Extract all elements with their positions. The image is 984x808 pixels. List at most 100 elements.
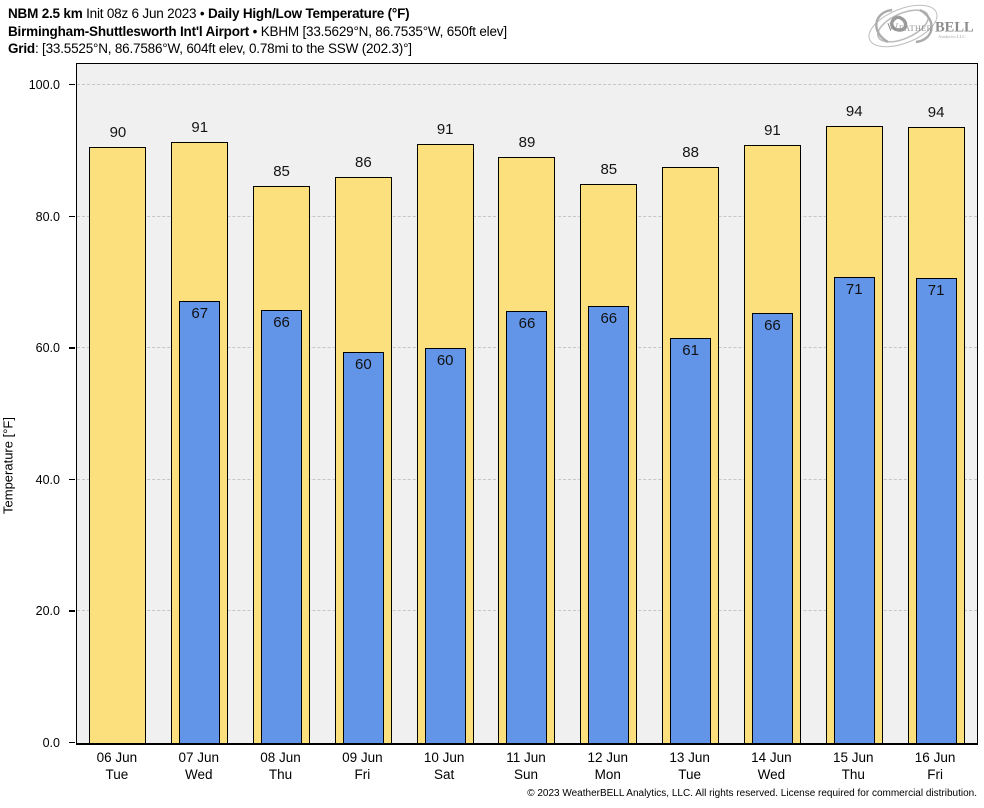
high-temp-value: 85	[600, 160, 618, 178]
x-tick-date: 12 Jun	[587, 750, 629, 765]
high-temp-value: 86	[355, 153, 372, 171]
y-tick-mark	[69, 215, 75, 218]
low-temp-value: 61	[682, 341, 699, 359]
x-tick-date: 09 Jun	[342, 750, 383, 765]
header-line-3: Grid: [33.5525°N, 86.7586°W, 604ft elev,…	[8, 40, 507, 58]
bar-group: 91 60	[404, 64, 486, 743]
high-temp-value: 91	[764, 121, 781, 139]
x-tick-day: Sat	[434, 767, 455, 782]
logo-text-weather: Weather	[887, 20, 933, 34]
low-temp-bar: 60	[342, 351, 384, 743]
station-name: Birmingham-Shuttlesworth Int'l Airport	[8, 23, 250, 39]
x-tick-label: 13 Jun Tue	[649, 749, 731, 783]
header-line-1: NBM 2.5 km Init 08z 6 Jun 2023 • Daily H…	[8, 5, 507, 23]
x-tick-day: Tue	[105, 767, 129, 782]
y-tick-mark	[69, 742, 75, 744]
high-temp-value: 88	[682, 143, 699, 161]
low-temp-value: 66	[518, 314, 536, 332]
bar-group: 91 66	[732, 64, 814, 743]
high-temp-value: 91	[436, 120, 454, 138]
copyright-notice: © 2023 WeatherBELL Analytics, LLC. All r…	[527, 788, 977, 799]
high-temp-value: 85	[273, 163, 290, 181]
x-tick-date: 10 Jun	[423, 750, 465, 765]
low-temp-bar: 61	[670, 337, 712, 743]
x-tick-date: 16 Jun	[914, 750, 956, 765]
weatherbell-logo: Weather BELL Analytics LLC	[868, 4, 974, 48]
logo-text-analytics: Analytics LLC	[938, 34, 965, 39]
plot-area: 90 91 67 85 66 86 60 91 60 89 66 85 66 88 61 91 66 94 71 94…	[76, 63, 978, 745]
x-tick-date: 08 Jun	[260, 750, 301, 765]
model-name: NBM 2.5 km	[8, 6, 83, 21]
low-temp-bar: 71	[915, 277, 957, 743]
y-tick-label: 80.0	[35, 209, 60, 224]
x-tick-day: Thu	[841, 767, 865, 782]
low-temp-value: 66	[273, 314, 290, 332]
y-tick-label: 20.0	[35, 604, 60, 619]
x-tick-date: 07 Jun	[178, 750, 219, 765]
x-tick-label: 14 Jun Wed	[731, 749, 813, 783]
x-tick-date: 11 Jun	[506, 750, 546, 765]
product-title: Daily High/Low Temperature (°F)	[208, 6, 410, 21]
x-tick-label: 10 Jun Sat	[403, 749, 485, 783]
x-tick-day: Mon	[594, 767, 621, 782]
low-temp-bar: 66	[506, 310, 548, 743]
y-tick-label: 60.0	[35, 341, 60, 356]
init-time: Init 08z 6 Jun 2023 •	[82, 6, 208, 21]
high-temp-value: 94	[927, 104, 945, 122]
low-temp-value: 60	[436, 351, 454, 369]
x-tick-day: Sun	[513, 767, 538, 782]
y-tick-label: 0.0	[42, 736, 60, 750]
low-temp-bar: 71	[833, 277, 875, 743]
x-tick-day: Wed	[184, 767, 213, 782]
bar-group: 85 66	[568, 64, 650, 743]
logo-text-bell: BELL	[935, 20, 974, 36]
low-temp-value: 71	[845, 281, 863, 299]
x-tick-label: 06 Jun Tue	[76, 749, 158, 783]
gridline	[77, 84, 977, 86]
bar-group: 94 71	[813, 64, 895, 743]
low-temp-value: 66	[600, 310, 618, 328]
x-tick-date: 15 Jun	[832, 750, 874, 765]
y-tick-label: 40.0	[35, 472, 60, 487]
grid-coords: : [33.5525°N, 86.7586°W, 604ft elev, 0.7…	[34, 41, 412, 56]
y-axis-title: Temperature [°F]	[0, 417, 16, 514]
x-tick-day: Wed	[757, 767, 786, 782]
low-temp-value: 66	[764, 316, 781, 334]
hurricane-swirl-icon	[868, 4, 938, 48]
low-temp-value: 67	[191, 304, 209, 322]
low-temp-value: 60	[355, 355, 372, 373]
bar-group: 88 61	[650, 64, 732, 743]
station-coords: • KBHM [33.5629°N, 86.7535°W, 650ft elev…	[249, 23, 507, 39]
x-tick-label: 08 Jun Thu	[240, 749, 322, 783]
low-temp-bar: 67	[179, 300, 221, 743]
high-temp-value: 90	[109, 123, 127, 141]
x-tick-label: 15 Jun Thu	[812, 749, 894, 783]
y-tick-mark	[69, 84, 75, 86]
low-temp-bar: 66	[588, 306, 630, 743]
low-temp-bar: 66	[751, 312, 793, 743]
y-tick-mark	[69, 347, 75, 349]
bar-group: 86 60	[322, 64, 404, 743]
bar-group: 91 67	[159, 64, 241, 743]
x-tick-label: 07 Jun Wed	[158, 749, 240, 783]
y-tick-label: 100.0	[28, 78, 60, 93]
x-tick-label: 16 Jun Fri	[894, 749, 976, 783]
high-temp-value: 91	[191, 118, 209, 136]
x-axis: 06 Jun Tue 07 Jun Wed 08 Jun Thu 09 Jun Fri 10 J…	[76, 749, 978, 789]
y-tick-mark	[69, 610, 75, 612]
grid-label: Grid	[8, 41, 35, 56]
y-tick-mark	[69, 478, 75, 481]
bar-group: 94 71	[895, 64, 977, 743]
header-line-2: Birmingham-Shuttlesworth Int'l Airport •…	[8, 23, 507, 41]
high-temp-value: 89	[518, 134, 536, 152]
high-temp-bar	[89, 146, 147, 743]
high-temp-value: 94	[845, 102, 863, 120]
bar-group: 89 66	[486, 64, 568, 743]
x-tick-day: Tue	[678, 767, 701, 782]
x-tick-day: Fri	[354, 767, 371, 782]
low-temp-value: 71	[927, 281, 945, 299]
x-tick-day: Fri	[927, 767, 943, 782]
low-temp-bar: 60	[424, 347, 466, 743]
bar-group: 90	[77, 64, 159, 743]
x-tick-label: 09 Jun Fri	[321, 749, 403, 783]
